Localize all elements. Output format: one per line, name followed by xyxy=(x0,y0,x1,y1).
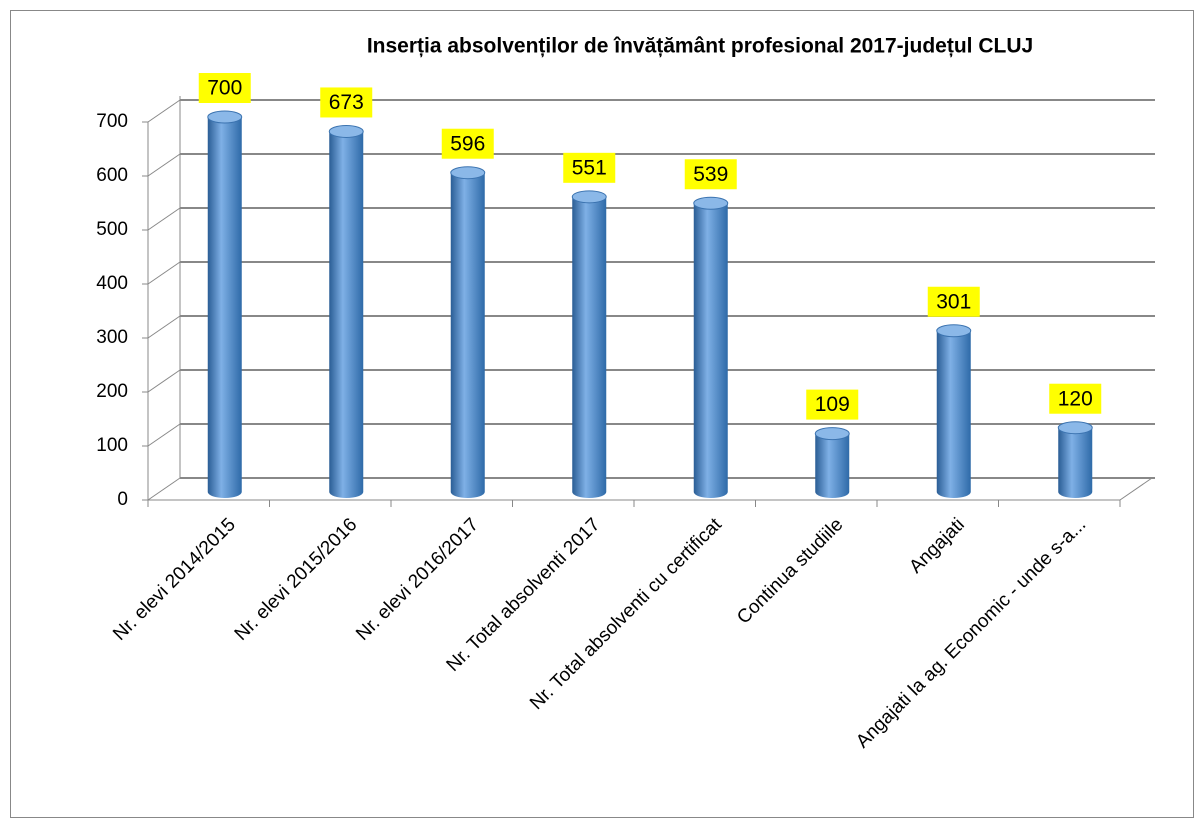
side-grid xyxy=(147,423,181,447)
value-label: 596 xyxy=(450,132,485,155)
y-tick-label: 300 xyxy=(96,327,128,348)
value-label: 539 xyxy=(693,163,728,186)
y-tick-label: 600 xyxy=(96,165,128,186)
bar-top xyxy=(814,427,850,441)
bar xyxy=(693,203,728,498)
bar-top xyxy=(1057,421,1093,435)
value-label: 673 xyxy=(329,91,364,114)
value-label-box xyxy=(441,128,494,159)
value-label: 301 xyxy=(936,290,971,313)
bar-top xyxy=(450,166,486,180)
bar-top xyxy=(693,196,729,210)
side-grid xyxy=(147,99,181,123)
floor-right xyxy=(1119,477,1153,501)
value-label: 700 xyxy=(207,77,242,100)
y-tick-label: 200 xyxy=(96,381,128,402)
side-grid xyxy=(147,315,181,339)
bar-top xyxy=(328,124,364,138)
side-grid xyxy=(147,207,181,231)
value-label: 120 xyxy=(1058,387,1093,410)
value-label-box xyxy=(1049,383,1102,414)
side-grid xyxy=(147,369,181,393)
y-tick-label: 0 xyxy=(117,489,128,510)
bar xyxy=(207,117,242,498)
bar xyxy=(1058,427,1093,498)
bar xyxy=(450,172,485,498)
bar-top xyxy=(571,190,607,204)
y-tick-label: 500 xyxy=(96,219,128,240)
y-tick-label: 400 xyxy=(96,273,128,294)
value-label-box xyxy=(563,152,616,183)
bar-top xyxy=(207,110,243,124)
value-label-box xyxy=(320,87,373,118)
bar xyxy=(572,196,607,499)
value-label: 551 xyxy=(572,156,607,179)
value-label-box xyxy=(684,159,737,190)
side-grid xyxy=(147,477,181,501)
bar xyxy=(936,330,971,498)
value-label-box xyxy=(198,73,251,103)
value-label: 109 xyxy=(815,393,850,416)
y-tick-label: 100 xyxy=(96,435,128,456)
y-tick-label: 700 xyxy=(96,111,128,132)
bar xyxy=(329,131,364,498)
side-grid xyxy=(147,261,181,285)
value-label-box xyxy=(927,286,980,317)
side-grid xyxy=(147,153,181,177)
bar xyxy=(815,433,850,498)
value-label-box xyxy=(806,389,859,420)
chart-title: Inserția absolvenților de învățământ pro… xyxy=(367,35,1033,58)
bar-top xyxy=(936,324,972,338)
